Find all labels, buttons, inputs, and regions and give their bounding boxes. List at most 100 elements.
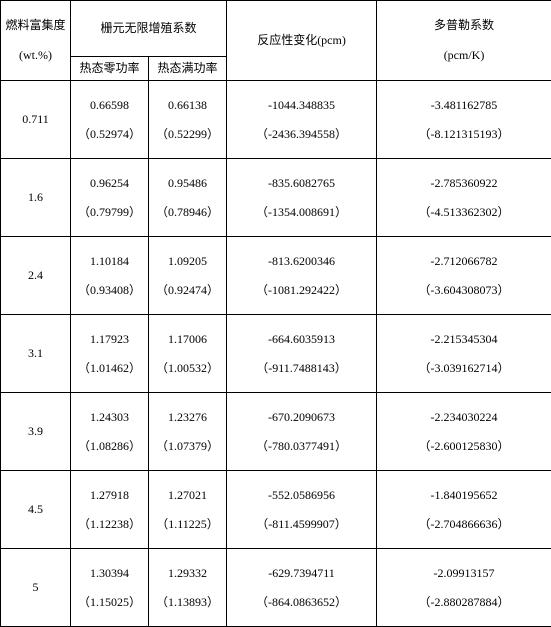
cell-value: （-1081.292422）	[229, 281, 374, 300]
header-enrichment-label: 燃料富集度	[3, 16, 68, 35]
cell-value: 4.5	[3, 500, 68, 519]
header-reactivity: 反应性变化(pcm)	[227, 1, 377, 81]
cell-value: （1.08286）	[73, 437, 146, 456]
table-row: 2.41.10184（0.93408）1.09205（0.92474）-813.…	[1, 237, 551, 315]
cell-enrichment: 5	[1, 549, 71, 627]
cell-doppler: -2.234030224（-2.600125830）	[377, 393, 551, 471]
cell-value: -3.481162785	[379, 96, 549, 115]
cell-value: 1.24303	[73, 408, 146, 427]
cell-value: 0.66598	[73, 96, 146, 115]
cell-value: 1.27021	[151, 486, 224, 505]
cell-value: （-911.7488143）	[229, 359, 374, 378]
cell-value: 0.95486	[151, 174, 224, 193]
cell-value: （-780.0377491）	[229, 437, 374, 456]
cell-value: （-811.4599907）	[229, 515, 374, 534]
cell-value: 1.6	[3, 188, 68, 207]
cell-value: 1.10184	[73, 252, 146, 271]
cell-value: （-2.704866636）	[379, 515, 549, 534]
cell-doppler: -1.840195652 （-2.704866636）	[377, 471, 551, 549]
cell-reactivity: -1044.348835 （-2436.394558）	[227, 81, 377, 159]
cell-hfp: 0.95486 （0.78946）	[149, 159, 227, 237]
cell-value: -2.712066782	[379, 252, 549, 271]
data-table: 燃料富集度 (wt.%) 栅元无限增殖系数 反应性变化(pcm) 多普勒系数 (…	[0, 0, 551, 627]
table-row: 3.1 1.17923 （1.01462）1.17006（1.00532）-664.…	[1, 315, 551, 393]
cell-value: （-3.039162714）	[379, 359, 549, 378]
cell-value: -835.6082765	[229, 174, 374, 193]
cell-value: -629.7394711	[229, 564, 374, 583]
header-hfp: 热态满功率	[149, 57, 227, 81]
table-row: 1.6 0.96254 （0.79799） 0.95486 （0.78946） -835.…	[1, 159, 551, 237]
cell-value: -2.09913157	[379, 564, 549, 583]
cell-value: -2.785360922	[379, 174, 549, 193]
cell-value: 1.23276	[151, 408, 224, 427]
cell-value: （-3.604308073）	[379, 281, 549, 300]
header-doppler: 多普勒系数 (pcm/K)	[377, 1, 551, 81]
cell-value: （1.12238）	[73, 515, 146, 534]
cell-hfp: 1.17006（1.00532）	[149, 315, 227, 393]
cell-value: 0.66138	[151, 96, 224, 115]
cell-value: 0.96254	[73, 174, 146, 193]
header-enrichment-unit: (wt.%)	[3, 46, 68, 65]
cell-value: （1.01462）	[73, 359, 146, 378]
cell-reactivity: -664.6035913 （-911.7488143）	[227, 315, 377, 393]
cell-value: 1.29332	[151, 564, 224, 583]
cell-value: （-8.121315193）	[379, 125, 549, 144]
cell-value: -1.840195652	[379, 486, 549, 505]
cell-value: -670.2090673	[229, 408, 374, 427]
cell-value: 1.27918	[73, 486, 146, 505]
cell-hzp: 1.24303 （1.08286）	[71, 393, 149, 471]
cell-doppler: -2.712066782 （-3.604308073）	[377, 237, 551, 315]
cell-enrichment: 3.1	[1, 315, 71, 393]
cell-doppler: -2.09913157 （-2.880287884）	[377, 549, 551, 627]
header-enrichment: 燃料富集度 (wt.%)	[1, 1, 71, 81]
cell-value: 1.17923	[73, 330, 146, 349]
header-doppler-unit: (pcm/K)	[379, 46, 549, 65]
cell-enrichment: 4.5	[1, 471, 71, 549]
cell-value: 1.17006	[151, 330, 224, 349]
cell-value: （0.78946）	[151, 203, 224, 222]
cell-hfp: 1.29332 （1.13893）	[149, 549, 227, 627]
cell-hzp: 1.17923 （1.01462）	[71, 315, 149, 393]
cell-value: 2.4	[3, 266, 68, 285]
cell-value: （0.79799）	[73, 203, 146, 222]
cell-value: （1.11225）	[151, 515, 224, 534]
cell-hfp: 1.09205（0.92474）	[149, 237, 227, 315]
cell-value: -664.6035913	[229, 330, 374, 349]
cell-value: （1.15025）	[73, 593, 146, 612]
cell-value: 3.1	[3, 344, 68, 363]
cell-value: （-2.880287884）	[379, 593, 549, 612]
cell-enrichment: 0.711	[1, 81, 71, 159]
cell-value: 1.30394	[73, 564, 146, 583]
cell-hfp: 1.23276 （1.07379）	[149, 393, 227, 471]
cell-value: -813.6200346	[229, 252, 374, 271]
cell-doppler: -2.215345304 （-3.039162714）	[377, 315, 551, 393]
cell-value: -2.215345304	[379, 330, 549, 349]
cell-hzp: 0.96254 （0.79799）	[71, 159, 149, 237]
cell-hzp: 1.30394 （1.15025）	[71, 549, 149, 627]
cell-hzp: 1.10184（0.93408）	[71, 237, 149, 315]
cell-reactivity: -552.0586956 （-811.4599907）	[227, 471, 377, 549]
cell-doppler: -3.481162785 （-8.121315193）	[377, 81, 551, 159]
cell-doppler: -2.785360922 （-4.513362302）	[377, 159, 551, 237]
cell-value: （1.13893）	[151, 593, 224, 612]
cell-value: （-4.513362302）	[379, 203, 549, 222]
table-row: 4.51.27918（1.12238）1.27021（1.11225）-552.…	[1, 471, 551, 549]
cell-reactivity: -670.2090673 （-780.0377491）	[227, 393, 377, 471]
cell-reactivity: -629.7394711（-864.0863652）	[227, 549, 377, 627]
cell-value: （-2436.394558）	[229, 125, 374, 144]
table-body: 0.7110.66598（0.52974）0.66138（0.52299）-10…	[1, 81, 551, 627]
cell-value: （1.07379）	[151, 437, 224, 456]
cell-value: 0.711	[3, 110, 68, 129]
table-row: 51.30394（1.15025）1.29332（1.13893）-629.73…	[1, 549, 551, 627]
cell-value: 5	[3, 578, 68, 597]
cell-value: -1044.348835	[229, 96, 374, 115]
cell-value: -552.0586956	[229, 486, 374, 505]
cell-hzp: 1.27918 （1.12238）	[71, 471, 149, 549]
header-doppler-label: 多普勒系数	[379, 16, 549, 35]
header-hzp: 热态零功率	[71, 57, 149, 81]
cell-enrichment: 1.6	[1, 159, 71, 237]
table-row: 0.7110.66598（0.52974）0.66138（0.52299）-10…	[1, 81, 551, 159]
table-header: 燃料富集度 (wt.%) 栅元无限增殖系数 反应性变化(pcm) 多普勒系数 (…	[1, 1, 551, 81]
cell-value: 1.09205	[151, 252, 224, 271]
cell-value: （-2.600125830）	[379, 437, 549, 456]
